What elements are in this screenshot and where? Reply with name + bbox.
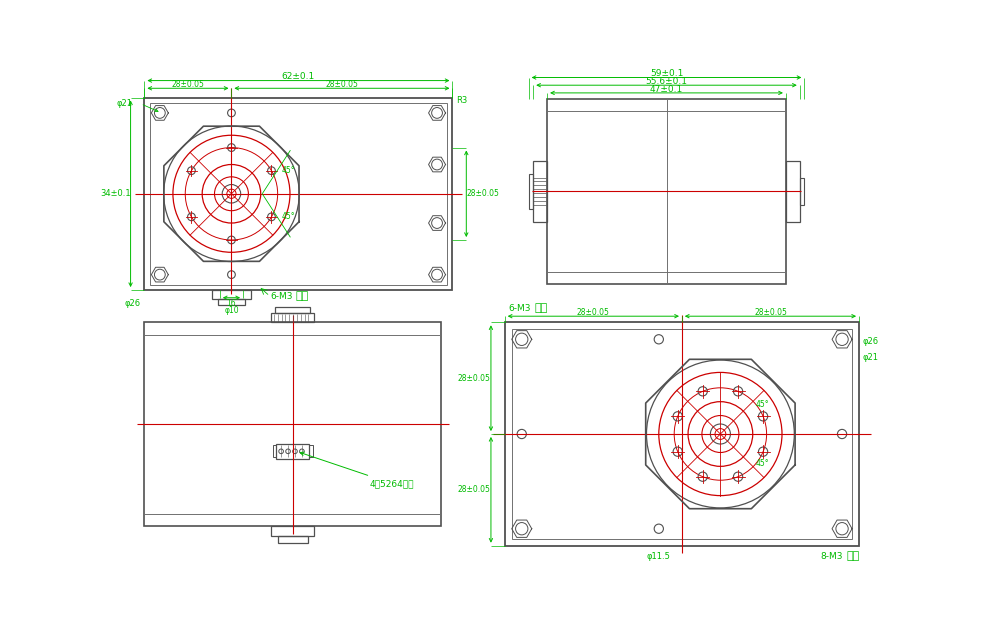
- Text: φ11.5: φ11.5: [647, 552, 671, 561]
- Text: 内牙: 内牙: [847, 551, 860, 561]
- Text: φ21: φ21: [117, 99, 133, 108]
- Bar: [218, 299, 245, 305]
- Text: 45°: 45°: [756, 400, 770, 410]
- Text: 28±0.05: 28±0.05: [754, 308, 787, 317]
- Bar: [271, 527, 314, 536]
- Bar: [276, 444, 309, 459]
- Bar: [271, 313, 314, 322]
- Text: 45°: 45°: [282, 212, 295, 222]
- Bar: [144, 97, 452, 290]
- Bar: [800, 178, 804, 205]
- Bar: [275, 307, 310, 313]
- Text: φ26: φ26: [124, 299, 141, 308]
- Bar: [786, 161, 800, 222]
- Bar: [529, 174, 533, 209]
- Text: 内牙: 内牙: [534, 303, 547, 313]
- Text: 45°: 45°: [282, 166, 295, 175]
- Text: 8-M3: 8-M3: [820, 552, 843, 561]
- Text: 28±0.05: 28±0.05: [577, 308, 610, 317]
- Text: 6-M3: 6-M3: [270, 292, 292, 301]
- Bar: [533, 161, 547, 222]
- Text: 62±0.1: 62±0.1: [282, 72, 315, 81]
- Bar: [512, 329, 852, 539]
- Text: 28±0.05: 28±0.05: [172, 80, 204, 89]
- Bar: [144, 322, 441, 527]
- Text: 47±0.1: 47±0.1: [650, 85, 683, 94]
- Bar: [278, 536, 308, 543]
- Bar: [505, 322, 859, 546]
- Text: 28±0.05: 28±0.05: [326, 80, 358, 89]
- Text: 45°: 45°: [756, 459, 770, 468]
- Bar: [309, 445, 313, 458]
- Text: φ26: φ26: [863, 337, 879, 346]
- Text: 内牙: 内牙: [295, 291, 309, 301]
- Text: 55.6±0.1: 55.6±0.1: [646, 77, 688, 86]
- Text: 28±0.05: 28±0.05: [467, 189, 500, 198]
- Text: 34±0.1: 34±0.1: [100, 189, 130, 198]
- Bar: [212, 290, 251, 299]
- Bar: [150, 103, 447, 285]
- Text: 4扢5264端子: 4扢5264端子: [300, 452, 414, 488]
- Bar: [547, 99, 786, 284]
- Text: φ10: φ10: [224, 306, 239, 315]
- Text: 6-M3: 6-M3: [509, 304, 531, 313]
- Text: 59±0.1: 59±0.1: [650, 69, 683, 78]
- Text: R3: R3: [456, 96, 468, 105]
- Text: 28±0.05: 28±0.05: [458, 373, 490, 383]
- Bar: [273, 445, 276, 458]
- Text: φ21: φ21: [863, 353, 879, 361]
- Text: 28±0.05: 28±0.05: [458, 486, 490, 494]
- Text: 16: 16: [227, 299, 236, 308]
